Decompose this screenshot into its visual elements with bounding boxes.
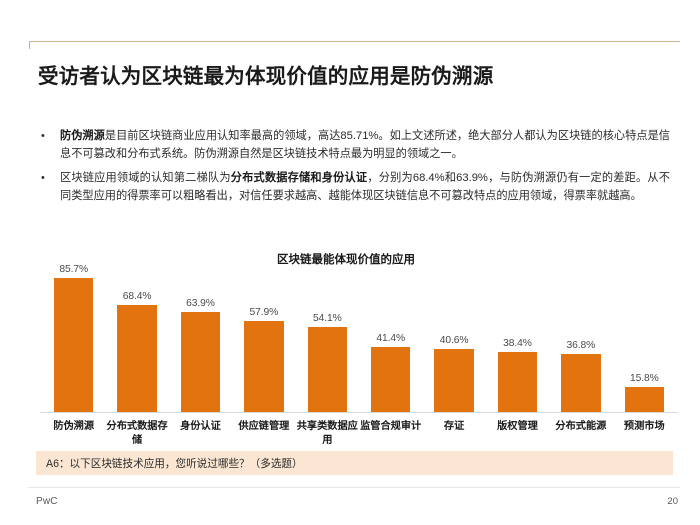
bar-rect <box>371 347 411 412</box>
bar-rect <box>307 327 347 412</box>
category-label: 共享类数据应用 <box>296 421 358 446</box>
bar-column: 57.9% <box>244 307 284 412</box>
bullet-lead-prefix-2: 区块链应用领域的认知第二梯队为 <box>60 172 231 184</box>
bar-chart: 区块链最能体现价值的应用 85.7% 68.4% 63.9% 57.9% 54.1% 41… <box>36 244 684 456</box>
bullet-text-1: 防伪溯源是目前区块链商业应用认知率最高的领域，高达85.71%。如上文述所述，绝… <box>60 128 670 163</box>
bar-value-label: 40.6% <box>439 335 469 346</box>
bar-column: 68.4% <box>117 291 157 412</box>
bar-column: 63.9% <box>180 298 221 412</box>
bar-value-label: 63.9% <box>186 298 215 309</box>
bullet-lead-1: 防伪溯源 <box>60 130 105 142</box>
bar-column: 41.4% <box>371 333 411 412</box>
category-label: 监管合规审计 <box>360 421 422 432</box>
title-divider-rule <box>29 41 680 42</box>
bullet-marker-icon: • <box>41 130 45 142</box>
bar-column: 54.1% <box>307 313 347 412</box>
bar-rect <box>434 349 474 412</box>
bar-rect <box>54 278 94 412</box>
bullet-rest-2: ，分别为68.4%和63.9%，与防伪溯源仍有一定的差距。从不同类型应用的得票率… <box>60 172 670 202</box>
chart-title: 区块链最能体现价值的应用 <box>277 254 415 266</box>
bar-value-label: 41.4% <box>376 333 406 344</box>
category-label: 分布式能源 <box>555 421 607 432</box>
chart-axis-line <box>40 412 678 413</box>
category-label: 分布式数据存储 <box>106 421 168 446</box>
bar-rect <box>497 352 538 412</box>
bullet-item-2: • 区块链应用领域的认知第二梯队为分布式数据存储和身份认证，分别为68.4%和6… <box>38 170 670 205</box>
bar-column: 38.4% <box>497 338 538 412</box>
category-label: 预测市场 <box>623 421 665 432</box>
footer-divider <box>28 487 680 488</box>
bullet-item-1: • 防伪溯源是目前区块链商业应用认知率最高的领域，高达85.71%。如上文述所述… <box>38 128 670 163</box>
bar-column: 15.8% <box>624 373 664 412</box>
bar-value-label: 36.8% <box>566 340 596 351</box>
bar-column: 36.8% <box>561 340 601 412</box>
brand-logo: PwC <box>36 496 58 507</box>
bar-rect <box>117 305 157 412</box>
bar-value-label: 85.7% <box>59 264 89 275</box>
bar-value-label: 68.4% <box>122 291 152 302</box>
bar-value-label: 57.9% <box>249 307 279 318</box>
bar-value-label: 54.1% <box>312 313 342 324</box>
footnote-banner: A6：以下区块链技术应用，您听说过哪些？（多选题） <box>36 451 673 475</box>
bar-rect <box>180 312 221 412</box>
bullet-lead-2: 分布式数据存储和身份认证 <box>230 172 368 184</box>
page-title: 受访者认为区块链最为体现价值的应用是防伪溯源 <box>38 64 494 88</box>
bar-column: 40.6% <box>434 335 474 412</box>
category-label: 供应链管理 <box>238 421 290 432</box>
category-label: 版权管理 <box>497 421 538 432</box>
chart-plot-area: 85.7% 68.4% 63.9% 57.9% 54.1% 41.4% 40.6% 38.4%… <box>36 250 684 413</box>
bar-column: 85.7% <box>54 264 94 412</box>
category-label: 身份认证 <box>180 421 221 432</box>
bar-value-label: 15.8% <box>629 373 659 384</box>
body-copy: • 防伪溯源是目前区块链商业应用认知率最高的领域，高达85.71%。如上文述所述… <box>38 128 670 212</box>
bar-rect <box>624 387 664 412</box>
bar-value-label: 38.4% <box>503 338 532 349</box>
bar-rect <box>244 321 284 412</box>
category-label: 防伪溯源 <box>53 421 95 432</box>
title-divider-cap <box>29 41 30 49</box>
bullet-text-2: 区块链应用领域的认知第二梯队为分布式数据存储和身份认证，分别为68.4%和63.… <box>60 170 670 205</box>
bullet-marker-icon: • <box>41 172 45 184</box>
footnote-text: A6：以下区块链技术应用，您听说过哪些？（多选题） <box>46 458 303 470</box>
bar-rect <box>561 354 601 412</box>
category-label: 存证 <box>443 421 465 432</box>
bullet-rest-1: 是目前区块链商业应用认知率最高的领域，高达85.71%。如上文述所述，绝大部分人… <box>60 130 670 160</box>
page-number: 20 <box>667 496 678 507</box>
